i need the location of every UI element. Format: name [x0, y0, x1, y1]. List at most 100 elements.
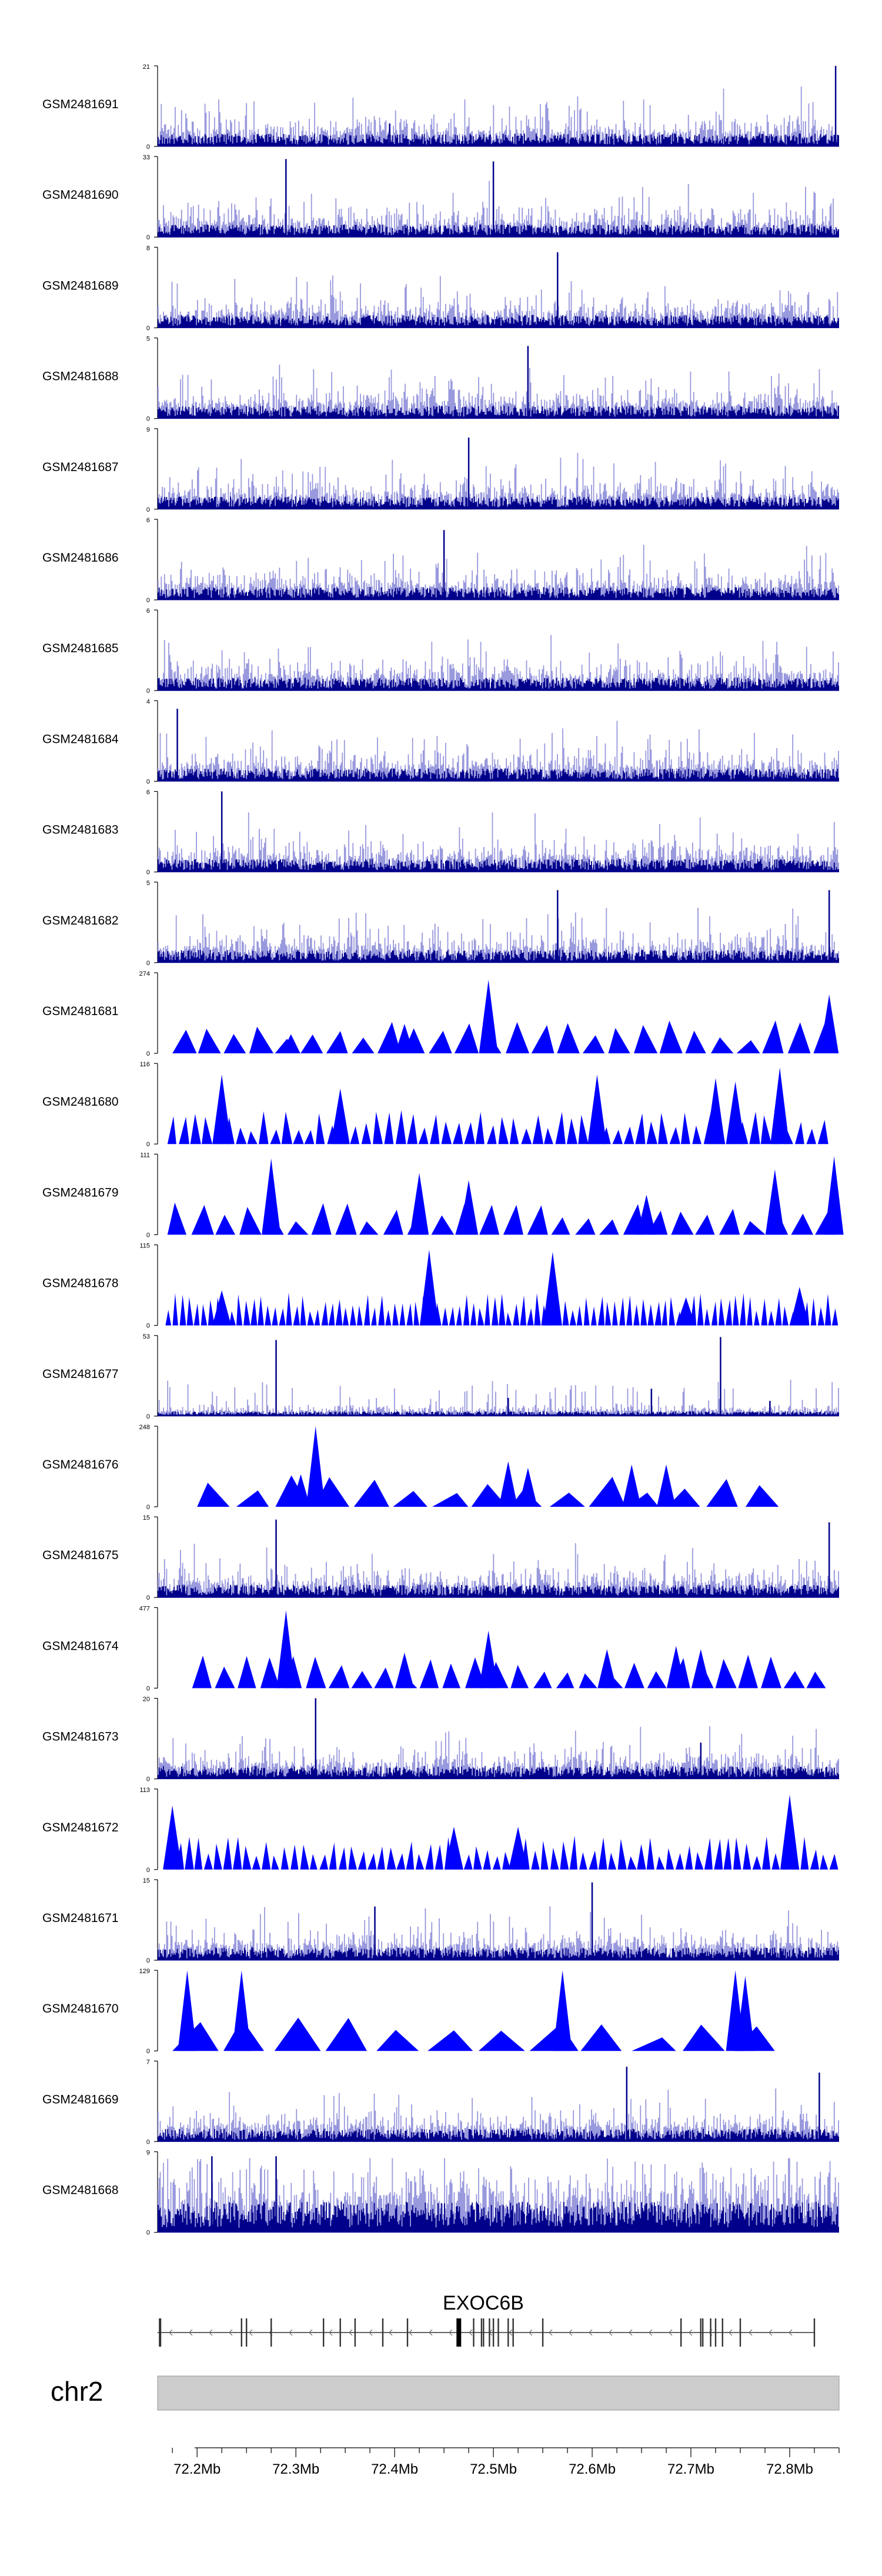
coverage-area	[172, 1020, 838, 1053]
coverage-peak	[306, 1426, 325, 1507]
coverage-area	[158, 587, 839, 600]
track-label: GSM2481691	[42, 98, 119, 111]
track-label: GSM2481674	[42, 1639, 119, 1653]
strand-arrow	[189, 2329, 193, 2336]
coverage-peak	[395, 1024, 414, 1053]
coverage-area	[158, 134, 839, 146]
track-label: GSM2481678	[42, 1277, 119, 1290]
y-max-label: 6	[146, 789, 150, 796]
y-min-label: 0	[146, 2048, 150, 2055]
strand-arrow	[469, 2329, 473, 2336]
coverage-peak	[820, 995, 839, 1053]
track-GSM2481682: GSM2481682 5 0	[42, 880, 839, 967]
track-GSM2481677: GSM2481677 53 0	[42, 1333, 839, 1420]
x-tick-label: 72.2Mb	[173, 2461, 220, 2477]
coverage-area	[172, 2017, 775, 2051]
coverage-peak	[666, 1646, 686, 1689]
strand-arrow	[789, 2329, 793, 2336]
y-min-label: 0	[146, 1413, 150, 1420]
coverage-peak	[657, 1464, 676, 1507]
strand-arrow	[369, 2329, 373, 2336]
coverage-area	[197, 1475, 779, 1507]
y-max-label: 20	[143, 1696, 150, 1703]
coverage-area	[158, 949, 839, 963]
gene-exon	[354, 2318, 356, 2347]
coverage-peak	[637, 1194, 656, 1235]
y-min-label: 0	[146, 1957, 150, 1964]
track-GSM2481674: GSM2481674 477 0	[42, 1605, 826, 1692]
y-max-label: 116	[139, 1061, 150, 1068]
y-min-label: 0	[146, 234, 150, 241]
gene-exon	[240, 2318, 242, 2347]
strand-arrow	[629, 2329, 633, 2336]
strand-arrow	[769, 2329, 773, 2336]
track-GSM2481684: GSM2481684 4 0	[42, 698, 839, 785]
y-min-label: 0	[146, 1050, 150, 1057]
y-min-label: 0	[146, 2138, 150, 2145]
track-GSM2481670: GSM2481670 129 0	[42, 1968, 775, 2055]
track-label: GSM2481668	[42, 2184, 119, 2197]
coverage-area-light	[158, 545, 839, 600]
track-label: GSM2481672	[42, 1821, 119, 1834]
track-label: GSM2481679	[42, 1186, 119, 1199]
gene-exon	[473, 2318, 475, 2347]
gene-exon	[702, 2318, 704, 2347]
y-min-label: 0	[146, 1776, 150, 1783]
gene-exon	[159, 2318, 162, 2347]
y-max-label: 5	[146, 336, 150, 343]
coverage-peak	[780, 1794, 800, 1870]
strand-arrow	[229, 2329, 233, 2336]
strand-arrow	[309, 2329, 313, 2336]
coverage-peak	[587, 1075, 607, 1144]
coverage-peak	[395, 1653, 414, 1689]
y-min-label: 0	[146, 869, 150, 876]
strand-arrow	[209, 2329, 213, 2336]
coverage-area-light	[158, 181, 839, 238]
coverage-peak	[706, 1078, 726, 1144]
strand-arrow	[669, 2329, 673, 2336]
track-GSM2481678: GSM2481678 115 0	[42, 1243, 838, 1330]
coverage-area	[165, 1292, 838, 1326]
y-max-label: 9	[146, 426, 150, 433]
y-max-label: 477	[139, 1605, 150, 1612]
track-GSM2481679: GSM2481679 111 0	[42, 1152, 844, 1239]
strand-arrow	[429, 2329, 433, 2336]
strand-arrow	[589, 2329, 593, 2336]
track-GSM2481675: GSM2481675 15 0	[42, 1514, 839, 1601]
coverage-area	[158, 678, 839, 691]
y-max-label: 21	[143, 64, 150, 71]
gene-exon	[406, 2318, 409, 2347]
y-max-label: 129	[139, 1968, 150, 1975]
gene-exon	[721, 2318, 723, 2347]
y-max-label: 274	[139, 970, 150, 977]
strand-arrow	[249, 2329, 253, 2336]
y-max-label: 9	[146, 2150, 150, 2157]
gene-exon	[339, 2318, 341, 2347]
gene-exon	[270, 2318, 272, 2347]
coverage-area-light	[158, 453, 839, 509]
coverage-peak	[824, 1156, 844, 1235]
coverage-peak	[212, 1075, 232, 1144]
coverage-area	[192, 1654, 826, 1689]
x-tick-label: 72.6Mb	[569, 2461, 616, 2477]
y-min-label: 0	[146, 144, 150, 151]
y-min-label: 0	[146, 688, 150, 695]
gene-exon	[507, 2318, 509, 2347]
gene-exon	[483, 2318, 485, 2347]
y-min-label: 0	[146, 1141, 150, 1148]
y-min-label: 0	[146, 416, 150, 423]
track-label: GSM2481684	[42, 732, 119, 746]
gene-exon	[739, 2318, 741, 2347]
coverage-peak	[509, 1827, 528, 1870]
coverage-peak	[212, 1290, 232, 1326]
coverage-area-light	[158, 1906, 839, 1960]
strand-arrow	[749, 2329, 753, 2336]
coverage-area-light	[158, 720, 839, 782]
coverage-peak	[499, 1461, 518, 1507]
track-GSM2481668: GSM2481668 9 0	[42, 2150, 839, 2237]
coverage-peak	[479, 980, 498, 1053]
coverage-area-light	[158, 812, 839, 872]
x-tick-label: 72.8Mb	[766, 2461, 813, 2477]
coverage-peak	[281, 1034, 300, 1053]
